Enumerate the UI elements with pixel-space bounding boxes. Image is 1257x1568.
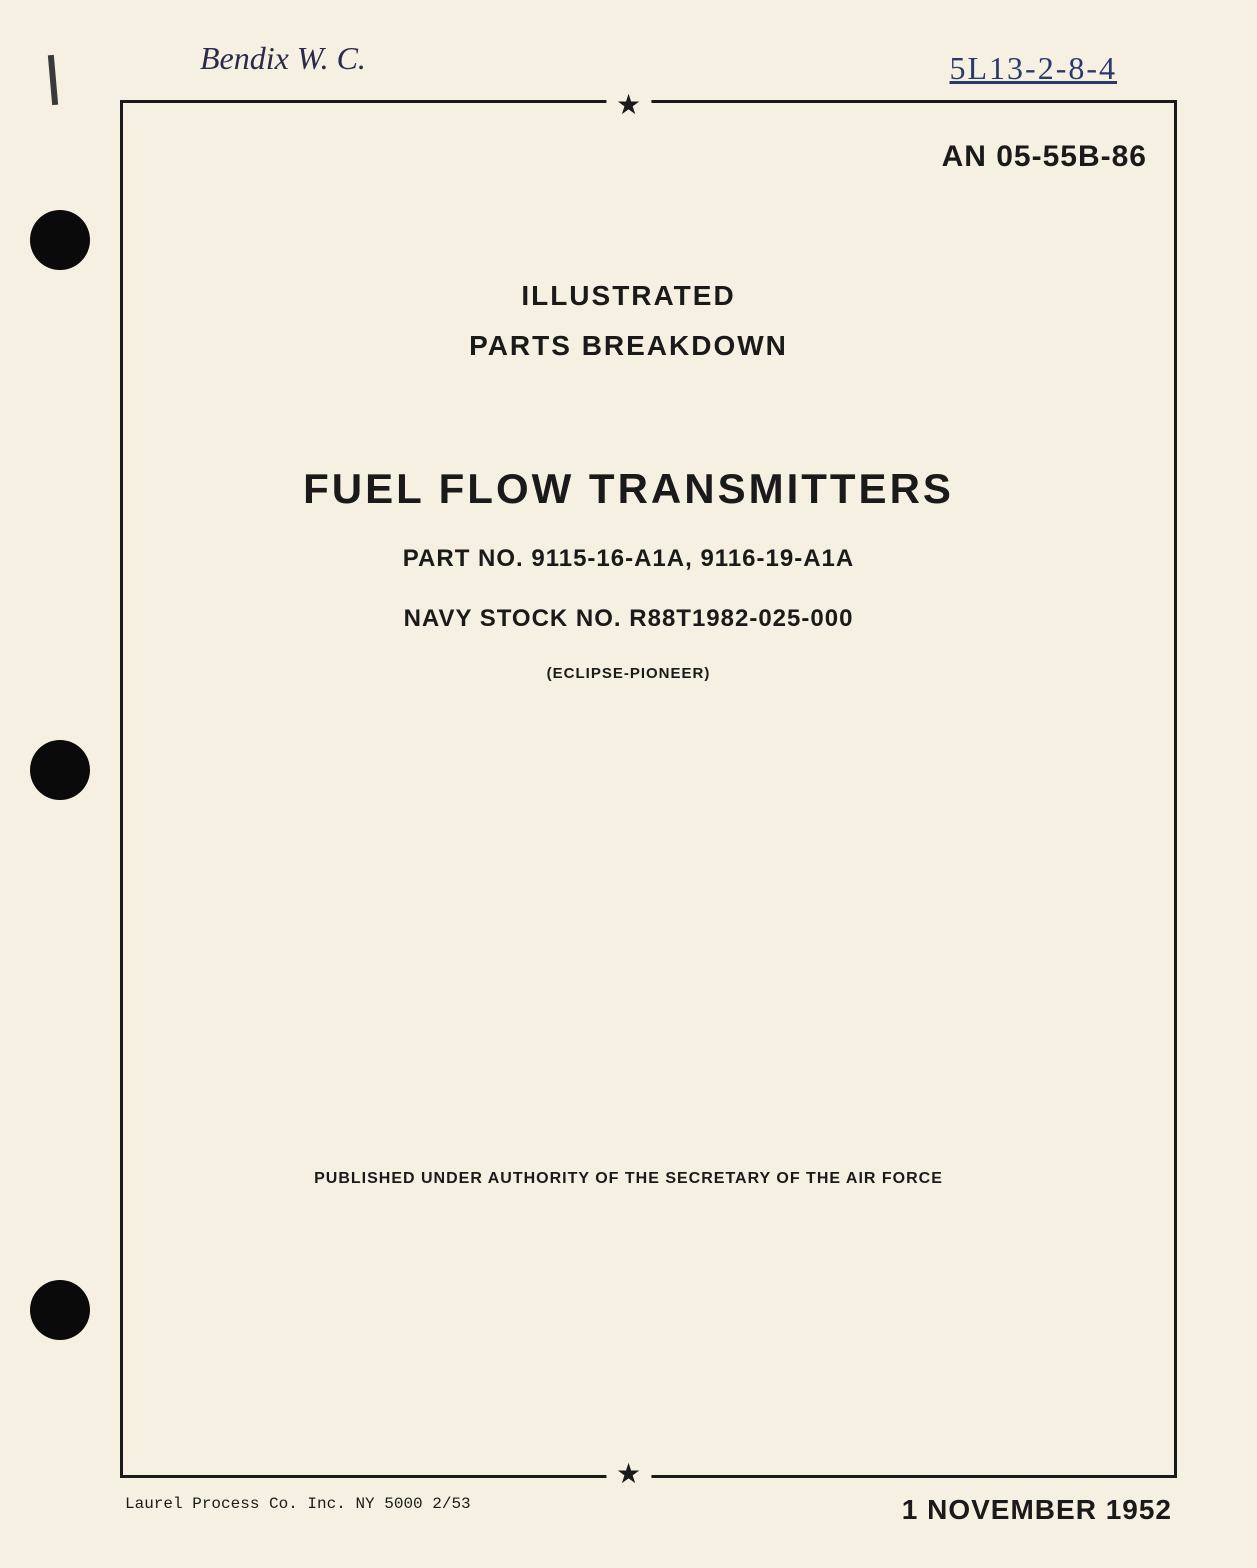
navy-stock-number: NAVY STOCK NO. R88T1982-025-000 <box>0 605 1257 633</box>
publication-date: 1 NOVEMBER 1952 <box>902 1494 1172 1526</box>
star-top-icon: ★ <box>606 88 651 121</box>
document-number: AN 05-55B-86 <box>942 140 1147 174</box>
punch-hole-icon <box>30 210 90 270</box>
title-line-2: PARTS BREAKDOWN <box>0 330 1257 362</box>
main-title: FUEL FLOW TRANSMITTERS <box>0 465 1257 513</box>
punch-hole-icon <box>30 740 90 800</box>
staple-mark <box>48 55 58 105</box>
document-page: Bendix W. C. 5L13-2-8-4 ★ ★ AN 05-55B-86… <box>0 0 1257 1568</box>
manufacturer-label: (ECLIPSE-PIONEER) <box>0 665 1257 682</box>
handwritten-author-note: Bendix W. C. <box>200 40 366 77</box>
punch-hole-icon <box>30 1280 90 1340</box>
star-bottom-icon: ★ <box>606 1457 651 1490</box>
printer-info: Laurel Process Co. Inc. NY 5000 2/53 <box>125 1495 471 1513</box>
title-line-1: ILLUSTRATED <box>0 280 1257 312</box>
part-number: PART NO. 9115-16-A1A, 9116-19-A1A <box>0 545 1257 573</box>
handwritten-reference-number: 5L13-2-8-4 <box>949 50 1117 87</box>
authority-statement: PUBLISHED UNDER AUTHORITY OF THE SECRETA… <box>0 1170 1257 1188</box>
